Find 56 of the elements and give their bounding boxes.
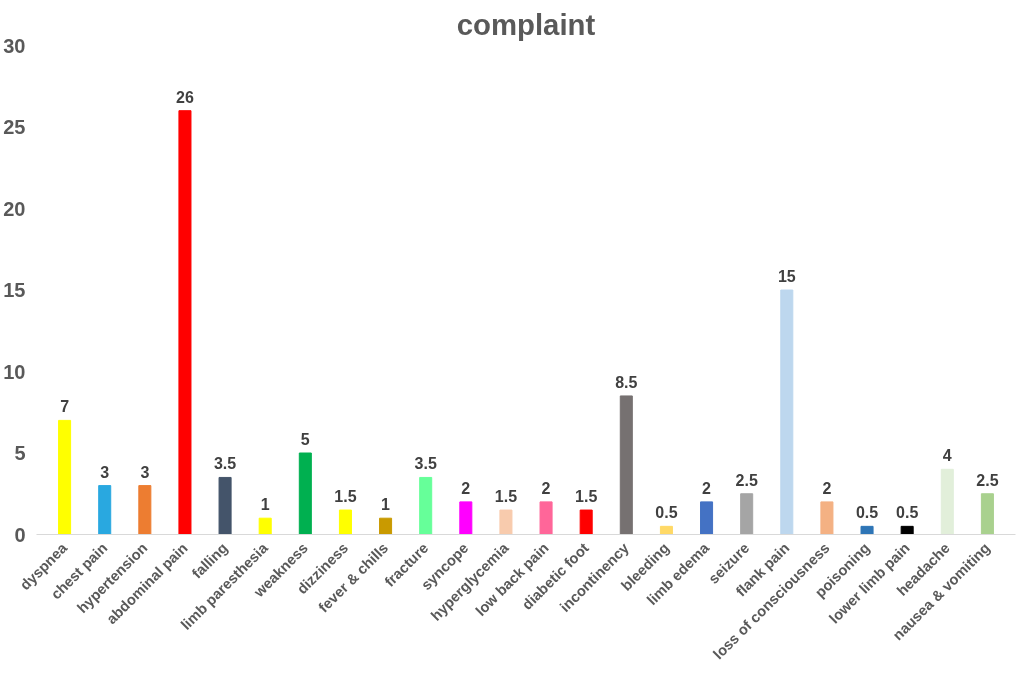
y-tick-label: 25: [3, 116, 26, 138]
y-tick-label: 5: [14, 442, 26, 464]
bar: [379, 517, 393, 535]
y-tick-label: 10: [3, 360, 26, 383]
bar: [740, 493, 754, 535]
data-label: 15: [777, 268, 796, 285]
bar: [700, 501, 714, 535]
bar: [338, 509, 352, 535]
data-label: 3: [100, 463, 110, 481]
data-label: 8.5: [615, 373, 638, 391]
bar: [900, 525, 914, 535]
data-label: 0.5: [855, 504, 879, 522]
bar: [659, 525, 673, 535]
data-label: 1.5: [334, 488, 357, 506]
bar: [780, 289, 794, 535]
data-label: 2.5: [976, 471, 999, 489]
bar: [58, 419, 72, 535]
data-label: 1: [381, 496, 391, 514]
data-label: 3.5: [213, 455, 237, 473]
bar: [459, 501, 473, 535]
bar: [218, 476, 232, 535]
bar: [258, 517, 272, 535]
data-label: 3: [140, 463, 150, 481]
bar: [419, 476, 433, 535]
y-tick-label: 0: [14, 523, 26, 546]
bar: [178, 110, 192, 535]
data-label: 4: [942, 447, 952, 465]
data-label: 1.5: [494, 488, 518, 506]
bar: [619, 395, 633, 535]
data-label: 2: [461, 479, 471, 497]
data-label: 2.5: [735, 471, 758, 489]
data-label: 2: [822, 479, 832, 497]
bar: [860, 525, 874, 535]
y-tick-label: 20: [3, 197, 26, 220]
bar: [820, 501, 834, 535]
data-label: 3.5: [414, 455, 437, 473]
data-label: 0.5: [655, 504, 678, 522]
bar: [579, 509, 593, 535]
chart-title: complaint: [456, 7, 596, 41]
bar: [298, 452, 312, 535]
bar: [98, 485, 112, 535]
bar: [138, 485, 152, 535]
data-label: 2: [541, 479, 551, 497]
bar: [940, 468, 954, 535]
y-tick-label: 15: [3, 279, 26, 301]
bar: [539, 501, 553, 535]
data-label: 26: [176, 88, 194, 106]
data-label: 1.5: [575, 488, 598, 506]
bar: [980, 493, 994, 535]
data-label: 0.5: [896, 504, 919, 522]
data-label: 7: [60, 398, 70, 416]
bar: [499, 509, 513, 535]
data-label: 5: [300, 431, 310, 448]
data-label: 1: [260, 496, 270, 514]
data-label: 2: [702, 479, 712, 497]
y-tick-label: 30: [3, 34, 26, 57]
